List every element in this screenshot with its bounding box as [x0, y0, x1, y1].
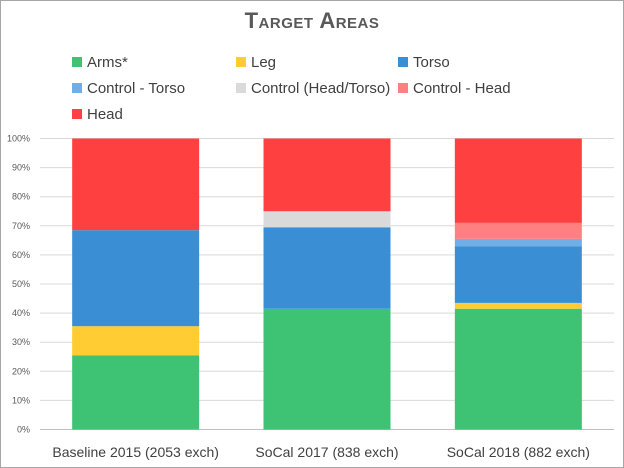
y-tick-label: 90% [12, 163, 30, 173]
y-tick-label: 0% [17, 425, 30, 435]
y-tick-label: 30% [12, 337, 30, 347]
bar-segment [454, 246, 582, 303]
bar-segment [263, 227, 391, 309]
y-tick-label: 40% [12, 308, 30, 318]
legend-label: Control - Torso [87, 79, 186, 97]
bar-segment [454, 138, 582, 223]
bar-segment [263, 211, 391, 228]
y-tick-label: 70% [12, 221, 30, 231]
legend-swatch [398, 83, 408, 93]
legend-swatch [72, 109, 82, 119]
bar-segment [454, 238, 582, 247]
bar-segment [454, 308, 582, 430]
y-tick-label: 20% [12, 366, 30, 376]
y-tick-label: 100% [7, 134, 30, 144]
legend-label: Head [87, 105, 123, 123]
legend-item: Arms* [72, 52, 128, 72]
x-category-label: SoCal 2018 (882 exch) [447, 444, 590, 460]
bar-segment [72, 230, 200, 327]
legend-swatch [398, 57, 408, 67]
legend-item: Head [72, 104, 123, 124]
legend-item: Torso [398, 52, 450, 72]
legend-item: Control - Head [398, 78, 511, 98]
bar-segment [454, 222, 582, 239]
chart-legend: Arms* Leg Torso Control - Torso Control (Hea… [0, 0, 624, 130]
x-category-label: Baseline 2015 (2053 exch) [52, 444, 219, 460]
bar-segment [72, 138, 200, 231]
legend-item: Leg [236, 52, 276, 72]
legend-swatch [72, 57, 82, 67]
legend-label: Arms* [87, 53, 128, 71]
legend-label: Control (Head/Torso) [251, 79, 391, 97]
bar-segment [72, 326, 200, 356]
bar-segment [263, 308, 391, 430]
legend-item: Control - Torso [72, 78, 185, 98]
legend-swatch [72, 83, 82, 93]
legend-label: Torso [413, 53, 450, 71]
chart-title: Target Areas [244, 8, 380, 33]
bar-segment [263, 138, 391, 212]
y-tick-label: 80% [12, 192, 30, 202]
legend-label: Leg [251, 53, 277, 71]
y-tick-label: 60% [12, 250, 30, 260]
legend-item: Control (Head/Torso) [236, 78, 390, 98]
legend-swatch [236, 83, 246, 93]
y-tick-label: 50% [12, 279, 30, 289]
legend-label: Control - Head [413, 79, 511, 97]
bar-segment [72, 355, 200, 430]
legend-swatch [236, 57, 246, 67]
x-category-label: SoCal 2017 (838 exch) [255, 444, 398, 460]
bar-segment [454, 302, 582, 309]
y-tick-label: 10% [12, 395, 30, 405]
